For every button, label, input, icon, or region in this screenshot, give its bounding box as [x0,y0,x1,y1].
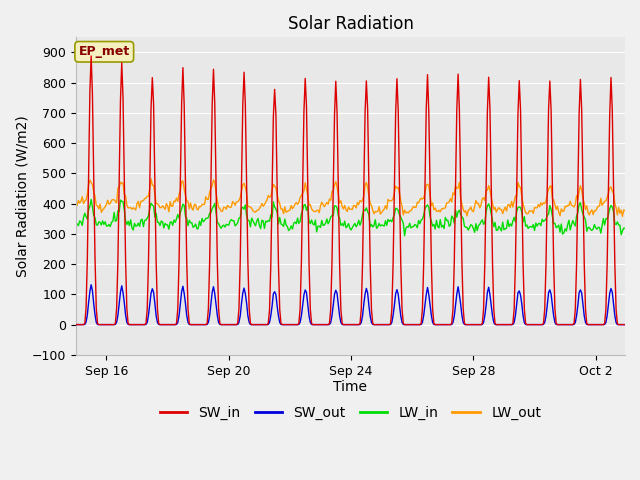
Y-axis label: Solar Radiation (W/m2): Solar Radiation (W/m2) [15,115,29,277]
Line: SW_out: SW_out [76,285,625,324]
Line: LW_in: LW_in [76,199,625,236]
SW_out [508,322,515,327]
LW_in [115,209,123,215]
SW_out [577,287,584,293]
SW_in [115,177,123,183]
LW_in [401,233,408,239]
LW_in [392,205,399,211]
LW_out [454,185,462,191]
LW_in [72,221,80,227]
SW_in [454,71,462,77]
LW_in [87,196,95,202]
LW_out [147,176,155,182]
SW_in [508,322,515,327]
LW_in [456,207,463,213]
SW_in [72,322,80,327]
LW_out [392,183,399,189]
SW_out [454,284,462,289]
SW_in [87,53,95,59]
Legend: SW_in, SW_out, LW_in, LW_out: SW_in, SW_out, LW_in, LW_out [154,400,547,425]
SW_out [496,322,504,327]
LW_out [619,214,627,219]
LW_in [509,218,516,224]
SW_out [115,300,123,306]
X-axis label: Time: Time [333,380,367,395]
SW_in [577,77,584,83]
SW_in [621,322,629,327]
LW_out [577,183,584,189]
SW_out [72,322,80,327]
LW_in [578,206,586,212]
LW_out [114,185,122,191]
SW_out [87,282,95,288]
LW_in [497,228,505,234]
LW_out [72,203,80,208]
LW_out [621,208,629,214]
LW_out [496,206,504,212]
LW_out [508,199,515,204]
LW_in [621,226,629,231]
SW_out [392,291,399,297]
Line: LW_out: LW_out [76,179,625,216]
Title: Solar Radiation: Solar Radiation [287,15,413,33]
SW_in [392,109,399,115]
Text: EP_met: EP_met [79,45,130,58]
SW_in [496,322,504,327]
SW_out [621,322,629,327]
Line: SW_in: SW_in [76,56,625,324]
